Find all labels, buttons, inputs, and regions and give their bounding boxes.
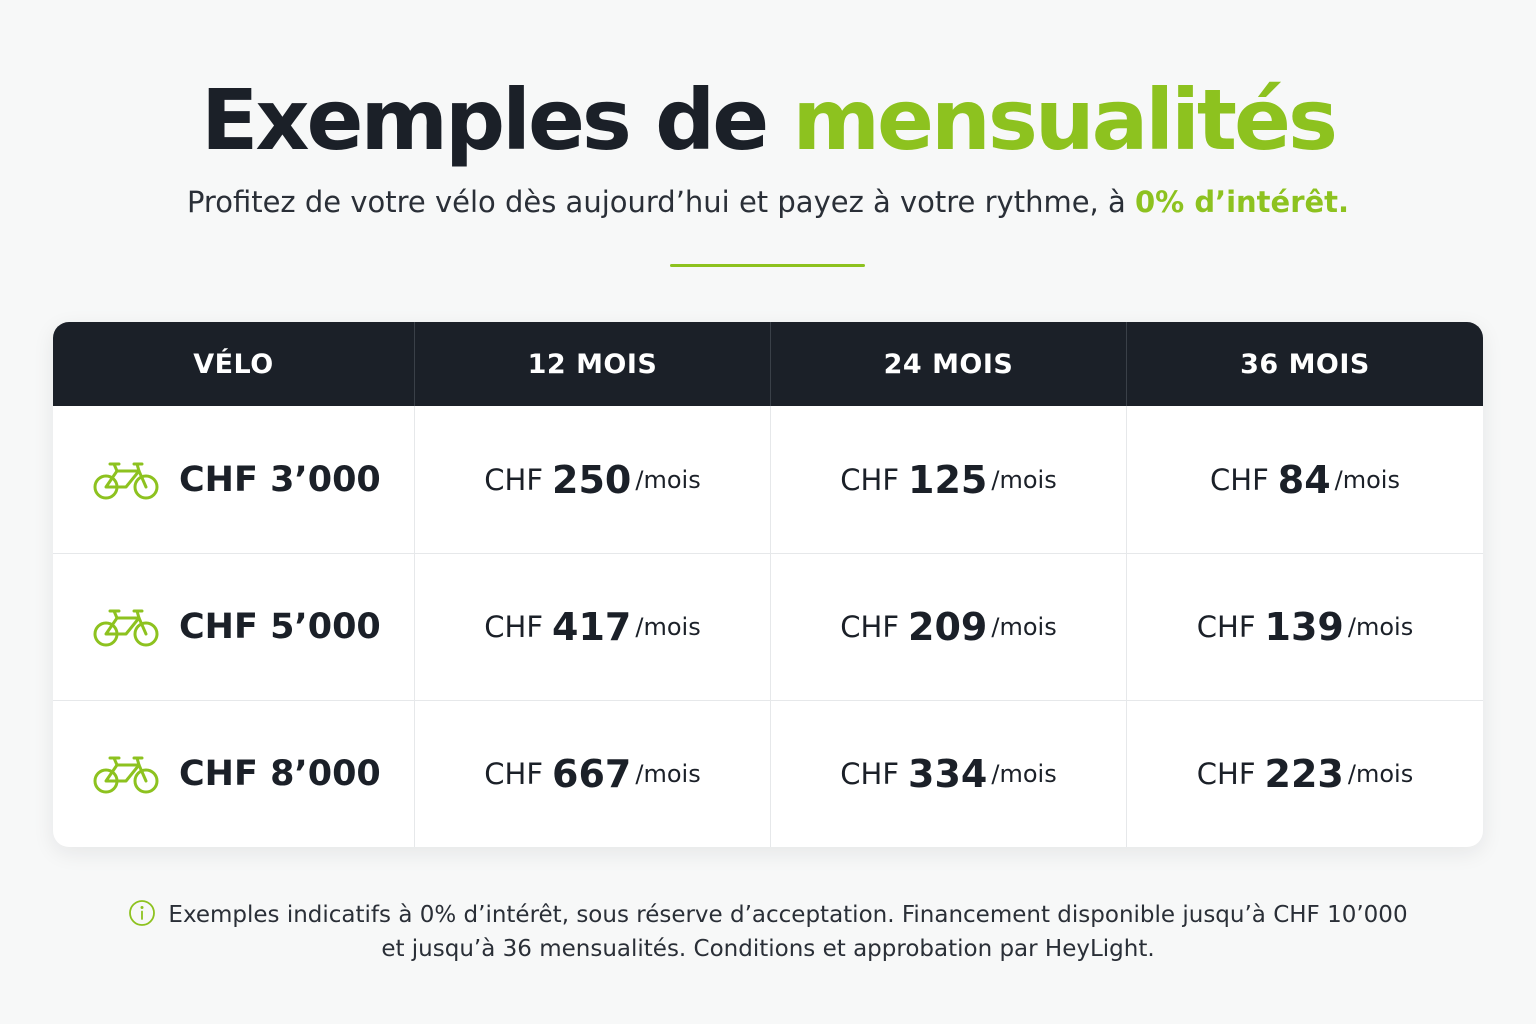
monthly-amount: 417 (552, 605, 632, 649)
per-month-label: /mois (991, 760, 1057, 788)
title-main: Exemples de (200, 71, 769, 169)
pricing-table: VÉLO 12 MOIS 24 MOIS 36 MOIS CHF 3’000 C… (53, 322, 1483, 847)
currency-label: CHF (484, 610, 544, 644)
footnote: Exemples indicatifs à 0% d’intérêt, sous… (0, 898, 1536, 966)
monthly-24-cell: CHF 334/mois (771, 701, 1127, 847)
per-month-label: /mois (635, 613, 701, 641)
currency-label: CHF (1196, 757, 1256, 791)
title-accent: mensualités (792, 71, 1338, 169)
currency-label: CHF (484, 757, 544, 791)
column-header-36-mois: 36 MOIS (1240, 348, 1370, 380)
bike-icon (93, 462, 159, 499)
currency-label: CHF (840, 462, 900, 497)
footnote-text-1: Exemples indicatifs à 0% d’intérêt, sous… (168, 902, 1408, 928)
monthly-24-cell: CHF 209/mois (771, 554, 1127, 700)
monthly-amount: 250 (552, 457, 632, 502)
footnote-line-2: et jusqu’à 36 mensualités. Conditions et… (381, 936, 1155, 962)
currency-label: CHF (840, 610, 900, 644)
monthly-amount: 84 (1277, 457, 1331, 502)
bike-icon (93, 609, 159, 647)
column-header-velo: VÉLO (53, 322, 415, 406)
monthly-amount: 223 (1264, 752, 1344, 796)
table-row: CHF 8’000 CHF 667/mois CHF 334/mois CHF 223… (53, 700, 1483, 847)
monthly-amount: 667 (552, 752, 632, 796)
per-month-label: /mois (1347, 760, 1414, 788)
monthly-36-cell: CHF 84/mois (1127, 406, 1483, 553)
title-divider (670, 264, 865, 267)
bike-price-cell: CHF 3’000 (53, 406, 415, 553)
table-row: CHF 3’000 CHF 250/mois CHF 125/mois CHF 84/… (53, 406, 1483, 553)
footnote-line-1: Exemples indicatifs à 0% d’intérêt, sous… (0, 898, 1536, 932)
info-icon (129, 900, 156, 926)
currency-label: CHF (840, 757, 900, 791)
bike-price-cell: CHF 8’000 (53, 701, 415, 847)
currency-label: CHF (1210, 462, 1269, 497)
page-title: Exemples de mensualités (0, 72, 1536, 168)
per-month-label: /mois (635, 465, 701, 494)
monthly-36-cell: CHF 139/mois (1127, 554, 1483, 700)
currency-label: CHF (1196, 610, 1256, 644)
monthly-amount: 139 (1264, 605, 1344, 649)
bike-price: CHF 3’000 (179, 459, 381, 500)
monthly-24-cell: CHF 125/mois (771, 406, 1127, 553)
table-header: VÉLO 12 MOIS 24 MOIS 36 MOIS (53, 322, 1483, 406)
bike-icon (93, 756, 159, 794)
per-month-label: /mois (1347, 613, 1414, 641)
per-month-label: /mois (635, 760, 701, 788)
monthly-amount: 209 (908, 605, 988, 649)
bike-price-cell: CHF 5’000 (53, 554, 415, 700)
page-subtitle: Profitez de votre vélo dès aujourd’hui e… (0, 182, 1536, 222)
bike-price: CHF 8’000 (179, 754, 381, 794)
subtitle-main: Profitez de votre vélo dès aujourd’hui e… (186, 185, 1126, 219)
column-header-12-mois: 12 MOIS (415, 322, 771, 406)
bike-price: CHF 5’000 (179, 607, 381, 647)
table-row: CHF 5’000 CHF 417/mois CHF 209/mois CHF 139… (53, 553, 1483, 700)
currency-label: CHF (484, 462, 544, 497)
monthly-amount: 334 (908, 752, 988, 796)
column-header-24-mois: 24 MOIS (771, 322, 1127, 406)
monthly-amount: 125 (908, 457, 988, 502)
monthly-12-cell: CHF 250/mois (415, 406, 771, 553)
per-month-label: /mois (1334, 465, 1400, 494)
monthly-12-cell: CHF 667/mois (415, 701, 771, 847)
per-month-label: /mois (991, 613, 1057, 641)
monthly-12-cell: CHF 417/mois (415, 554, 771, 700)
subtitle-accent: 0% d’intérêt. (1134, 185, 1350, 219)
monthly-36-cell: CHF 223/mois (1127, 701, 1483, 847)
per-month-label: /mois (991, 465, 1057, 494)
